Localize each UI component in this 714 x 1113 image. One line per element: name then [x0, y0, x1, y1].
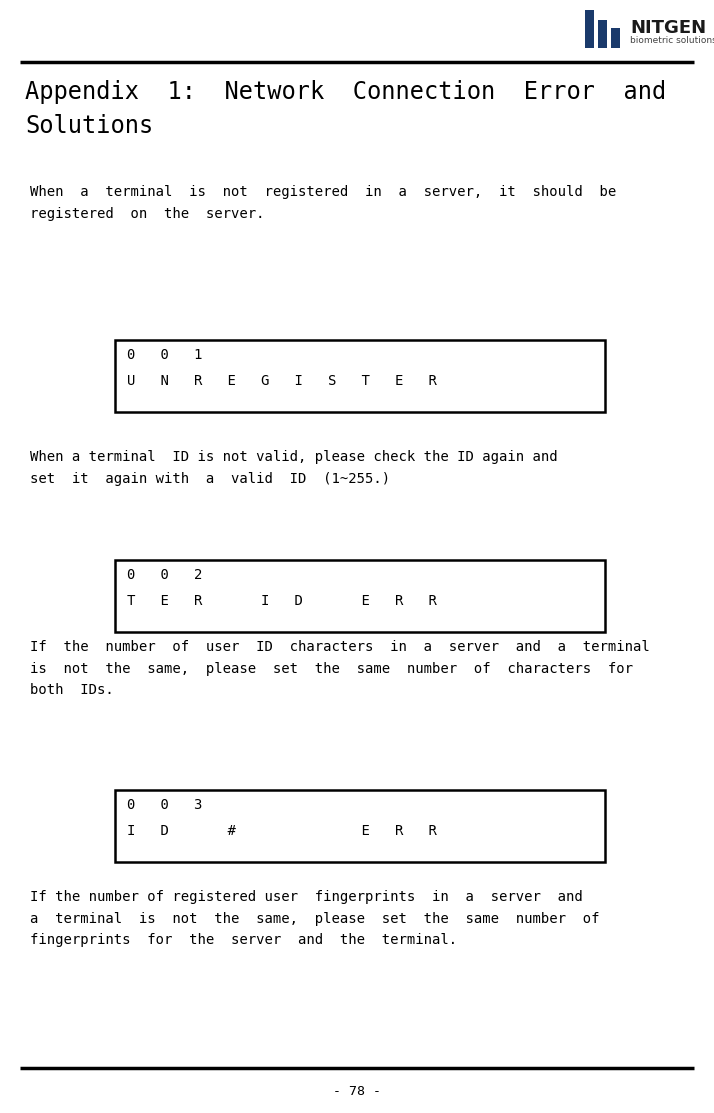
- Bar: [585, 10, 594, 48]
- Text: 0   0   3: 0 0 3: [127, 798, 202, 812]
- Text: I   D       #               E   R   R: I D # E R R: [127, 824, 437, 838]
- Text: When  a  terminal  is  not  registered  in  a  server,  it  should  be
registere: When a terminal is not registered in a s…: [30, 185, 616, 220]
- Text: - 78 -: - 78 -: [333, 1085, 381, 1099]
- Text: When a terminal  ID is not valid, please check the ID again and
set  it  again w: When a terminal ID is not valid, please …: [30, 450, 558, 485]
- Text: 0   0   1: 0 0 1: [127, 348, 202, 362]
- Bar: [115, 339, 605, 412]
- Text: biometric solutions: biometric solutions: [630, 36, 714, 45]
- Bar: [611, 28, 620, 48]
- Text: If the number of registered user  fingerprints  in  a  server  and
a  terminal  : If the number of registered user fingerp…: [30, 890, 600, 947]
- Text: U   N   R   E   G   I   S   T   E   R: U N R E G I S T E R: [127, 374, 437, 388]
- Text: Solutions: Solutions: [25, 114, 154, 138]
- Text: NITGEN: NITGEN: [630, 19, 706, 37]
- Text: If  the  number  of  user  ID  characters  in  a  server  and  a  terminal
is  n: If the number of user ID characters in a…: [30, 640, 650, 698]
- Text: Appendix  1:  Network  Connection  Error  and: Appendix 1: Network Connection Error and: [25, 80, 666, 104]
- Text: 0   0   2: 0 0 2: [127, 568, 202, 582]
- Bar: [115, 560, 605, 632]
- Bar: [115, 790, 605, 861]
- Text: T   E   R       I   D       E   R   R: T E R I D E R R: [127, 594, 437, 608]
- Bar: [598, 20, 607, 48]
